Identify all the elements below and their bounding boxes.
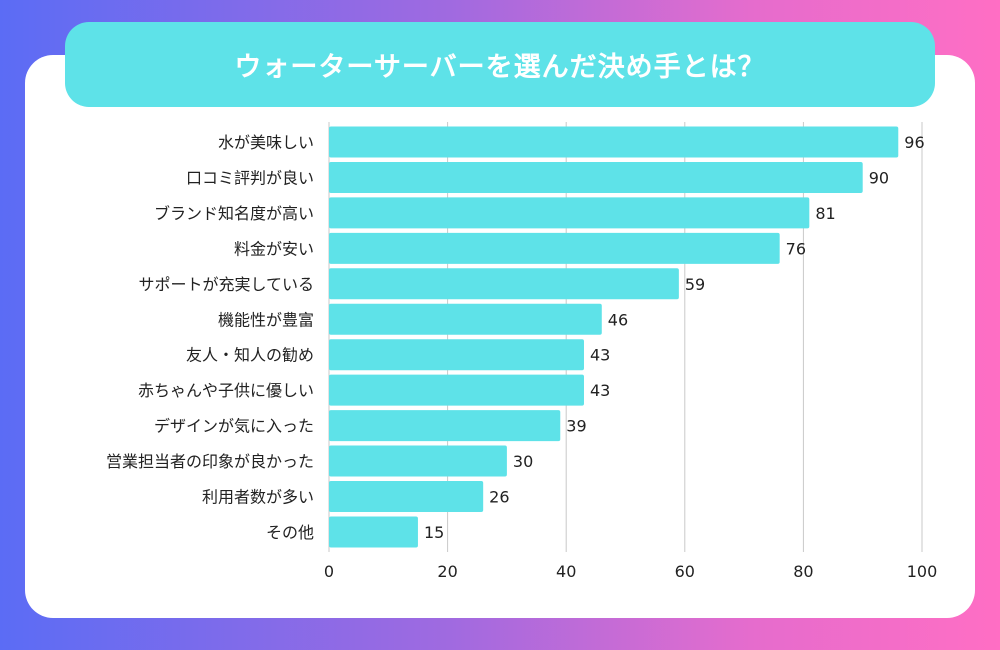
chart-title: ウォーターサーバーを選んだ決め手とは？ [234, 52, 766, 83]
category-label: 利用者数が多い [202, 488, 314, 507]
bar [329, 410, 561, 442]
value-label: 30 [513, 452, 533, 471]
value-label: 43 [590, 381, 610, 400]
bar [329, 161, 863, 193]
bar [329, 374, 584, 406]
x-tick-label: 100 [907, 562, 938, 581]
bar [329, 445, 507, 477]
value-label: 96 [904, 133, 924, 152]
value-label: 15 [424, 523, 444, 542]
category-label: ブランド知名度が高い [154, 204, 314, 223]
category-label: 口コミ評判が良い [186, 168, 314, 187]
value-label: 46 [608, 310, 628, 329]
value-label: 59 [685, 275, 705, 294]
title-banner: ウォーターサーバーを選んだ決め手とは？ [65, 22, 935, 107]
category-label: 友人・知人の勧め [186, 346, 314, 365]
value-label: 43 [590, 346, 610, 365]
value-label: 81 [815, 204, 835, 223]
category-label: 水が美味しい [218, 133, 314, 152]
x-tick-label: 80 [793, 562, 813, 581]
bar [329, 516, 418, 548]
bar [329, 339, 584, 371]
bar [329, 481, 484, 512]
category-label: 営業担当者の印象が良かった [106, 452, 314, 471]
x-tick-label: 40 [556, 562, 576, 581]
category-label: その他 [266, 523, 314, 542]
x-tick-label: 0 [324, 562, 334, 581]
x-tick-label: 60 [675, 562, 695, 581]
bar [329, 268, 679, 300]
category-label: 機能性が豊富 [218, 310, 314, 329]
value-label: 26 [489, 488, 509, 507]
bar [329, 232, 780, 264]
value-label: 76 [786, 239, 806, 258]
category-label: サポートが充実している [138, 275, 314, 294]
bar [329, 303, 602, 335]
category-label: 赤ちゃんや子供に優しい [138, 381, 314, 400]
bar [329, 126, 899, 158]
bar [329, 197, 810, 229]
x-tick-label: 20 [437, 562, 457, 581]
value-label: 90 [869, 168, 889, 187]
value-label: 39 [566, 417, 586, 436]
category-label: 料金が安い [234, 239, 314, 258]
category-label: デザインが気に入った [154, 417, 314, 436]
